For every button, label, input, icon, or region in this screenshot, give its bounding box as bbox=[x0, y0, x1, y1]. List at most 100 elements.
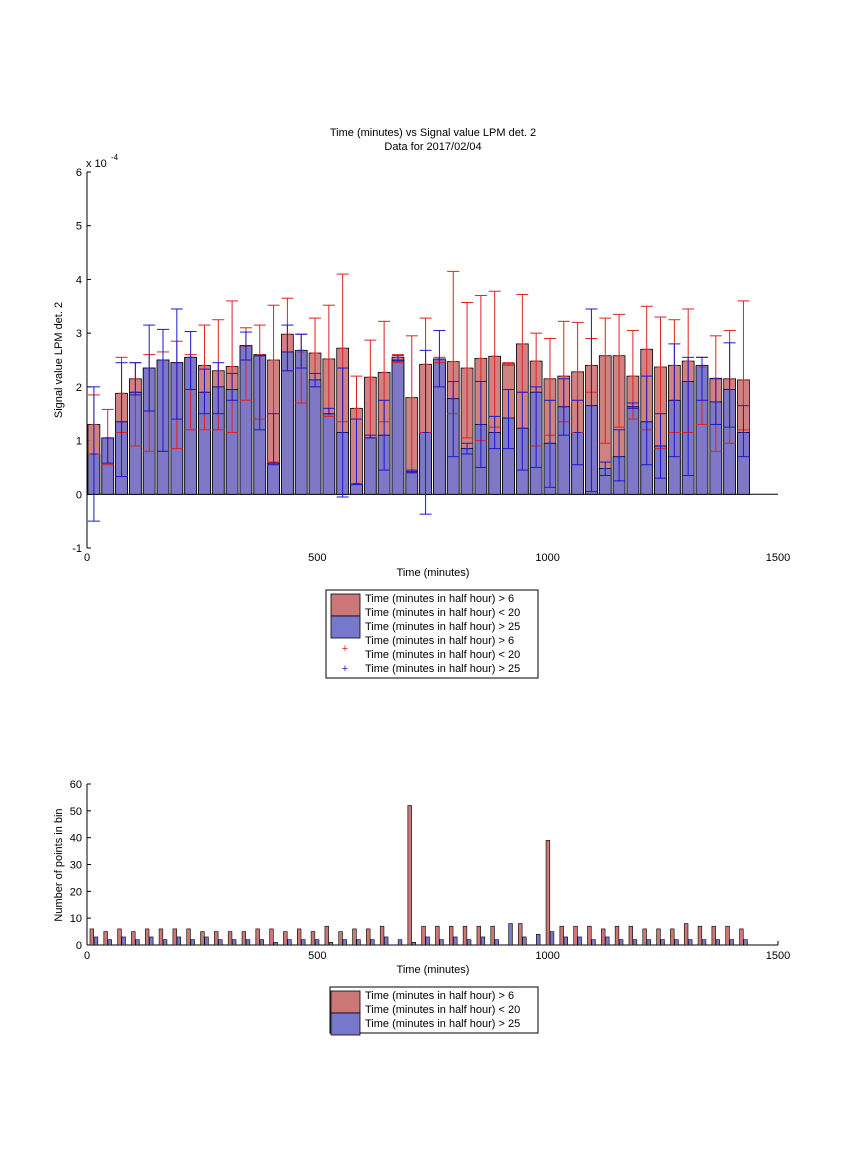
count-bar-red bbox=[683, 923, 689, 946]
count-bar-red bbox=[324, 925, 329, 946]
count-bar-blue bbox=[273, 942, 278, 946]
legend-swatch-blue bbox=[330, 1012, 361, 1036]
y-tick-label: 2 bbox=[76, 382, 82, 394]
count-bar-blue bbox=[563, 936, 569, 946]
y-tick-label: 60 bbox=[70, 779, 82, 791]
y-tick-label: 30 bbox=[70, 860, 82, 872]
count-bar-red bbox=[103, 931, 108, 946]
y-tick-label: 3 bbox=[76, 328, 82, 340]
count-bar-blue bbox=[190, 939, 195, 946]
count-bar-blue bbox=[425, 936, 430, 946]
x-tick-label: 1000 bbox=[535, 552, 559, 564]
bar-blue bbox=[405, 471, 419, 495]
count-bar-blue bbox=[218, 939, 223, 946]
count-bar-blue bbox=[245, 939, 251, 946]
y-tick-label: 5 bbox=[76, 221, 82, 233]
count-bar-red bbox=[144, 928, 150, 946]
count-bar-red bbox=[186, 928, 191, 946]
y-exponent-base: x 10 bbox=[86, 158, 107, 170]
count-bar-blue bbox=[605, 936, 610, 946]
x-axis-label: Time (minutes) bbox=[397, 964, 470, 976]
legend-swatch-red bbox=[330, 593, 361, 617]
count-bar-red bbox=[227, 931, 233, 946]
x-tick-label: 500 bbox=[308, 950, 326, 962]
y-tick-label: 20 bbox=[70, 886, 82, 898]
count-bar-blue bbox=[301, 939, 306, 946]
count-bar-blue bbox=[342, 939, 347, 946]
count-bar-blue bbox=[466, 939, 472, 946]
count-bar-blue bbox=[328, 942, 334, 946]
x-tick-label: 0 bbox=[84, 552, 90, 564]
bar-blue bbox=[350, 483, 363, 495]
count-bar-blue bbox=[439, 939, 444, 946]
plot-area bbox=[87, 784, 778, 945]
bar-blue bbox=[626, 406, 640, 495]
legend-box bbox=[329, 986, 539, 1034]
count-bar-blue bbox=[577, 936, 582, 946]
y-tick-label: 6 bbox=[76, 167, 82, 179]
x-tick-label: 1500 bbox=[766, 950, 790, 962]
count-bar-blue bbox=[453, 936, 458, 946]
bar-blue bbox=[308, 379, 322, 495]
legend-swatch-red bbox=[330, 990, 361, 1014]
count-bar-blue bbox=[314, 939, 320, 946]
count-bar-blue bbox=[688, 939, 693, 946]
count-bar-red bbox=[200, 931, 205, 946]
count-bar-red bbox=[476, 925, 481, 946]
count-bar-red bbox=[697, 925, 703, 946]
count-bar-red bbox=[421, 925, 426, 946]
count-bar-blue bbox=[549, 931, 555, 946]
count-bar-blue bbox=[121, 936, 126, 946]
legend: Time (minutes in half hour) > 6 Time (mi… bbox=[329, 986, 539, 1036]
x-tick-label: 1000 bbox=[535, 950, 559, 962]
count-bar-red bbox=[518, 923, 523, 946]
count-bar-red bbox=[269, 928, 274, 946]
count-bar-red bbox=[158, 928, 164, 946]
count-bar-red bbox=[296, 928, 302, 946]
legend-entry: Time (minutes in half hour) > 25 bbox=[365, 663, 520, 675]
x-tick-label: 500 bbox=[308, 552, 326, 564]
legend-swatch-blue bbox=[330, 615, 361, 639]
count-bar-blue bbox=[176, 936, 182, 946]
y-tick-label: 4 bbox=[76, 274, 82, 286]
count-bar-blue bbox=[259, 939, 264, 946]
count-bar-red bbox=[490, 925, 495, 946]
legend-marker-blue-plus: + bbox=[342, 663, 348, 675]
count-bar-red bbox=[338, 931, 343, 946]
count-bar-red bbox=[462, 925, 468, 946]
legend-entry: Time (minutes in half hour) > 25 bbox=[365, 1018, 520, 1030]
count-bar-blue bbox=[480, 936, 486, 946]
x-tick-label: 1500 bbox=[766, 552, 790, 564]
y-axis-label: Number of points in bin bbox=[53, 808, 65, 921]
count-bar-red bbox=[642, 928, 647, 946]
legend-entry: Time (minutes in half hour) > 6 bbox=[365, 635, 514, 647]
y-tick-label: 50 bbox=[70, 806, 82, 818]
legend-entry: Time (minutes in half hour) > 25 bbox=[365, 621, 520, 633]
count-bar-red bbox=[670, 928, 675, 946]
count-bar-red bbox=[614, 925, 620, 946]
y-tick-label: 0 bbox=[76, 940, 82, 952]
count-bar-blue bbox=[618, 939, 624, 946]
count-bar-red bbox=[601, 928, 606, 946]
count-bar-blue bbox=[384, 936, 389, 946]
count-bar-red bbox=[545, 840, 551, 946]
count-bar-blue bbox=[356, 939, 361, 946]
count-bar-red bbox=[352, 928, 357, 946]
count-bar-red bbox=[172, 928, 177, 946]
count-bar-blue bbox=[743, 939, 748, 946]
y-tick-label: 10 bbox=[70, 913, 82, 925]
y-axis-label: Signal value LPM det. 2 bbox=[53, 302, 65, 418]
count-bar-red bbox=[379, 925, 385, 946]
count-bar-red bbox=[587, 925, 592, 946]
count-bar-blue bbox=[674, 939, 679, 946]
count-bar-red bbox=[407, 805, 412, 946]
tick-labels: 0 10 20 30 40 50 60 0 500 1000 1500 bbox=[70, 779, 790, 962]
count-bar-blue bbox=[494, 939, 499, 946]
y-exponent-power: -4 bbox=[111, 153, 119, 162]
count-bar-blue bbox=[231, 939, 237, 946]
count-bar-blue bbox=[646, 939, 651, 946]
count-bar-red bbox=[573, 925, 578, 946]
chart-subtitle: Data for 2017/02/04 bbox=[384, 141, 481, 153]
count-bar-red bbox=[656, 928, 661, 946]
